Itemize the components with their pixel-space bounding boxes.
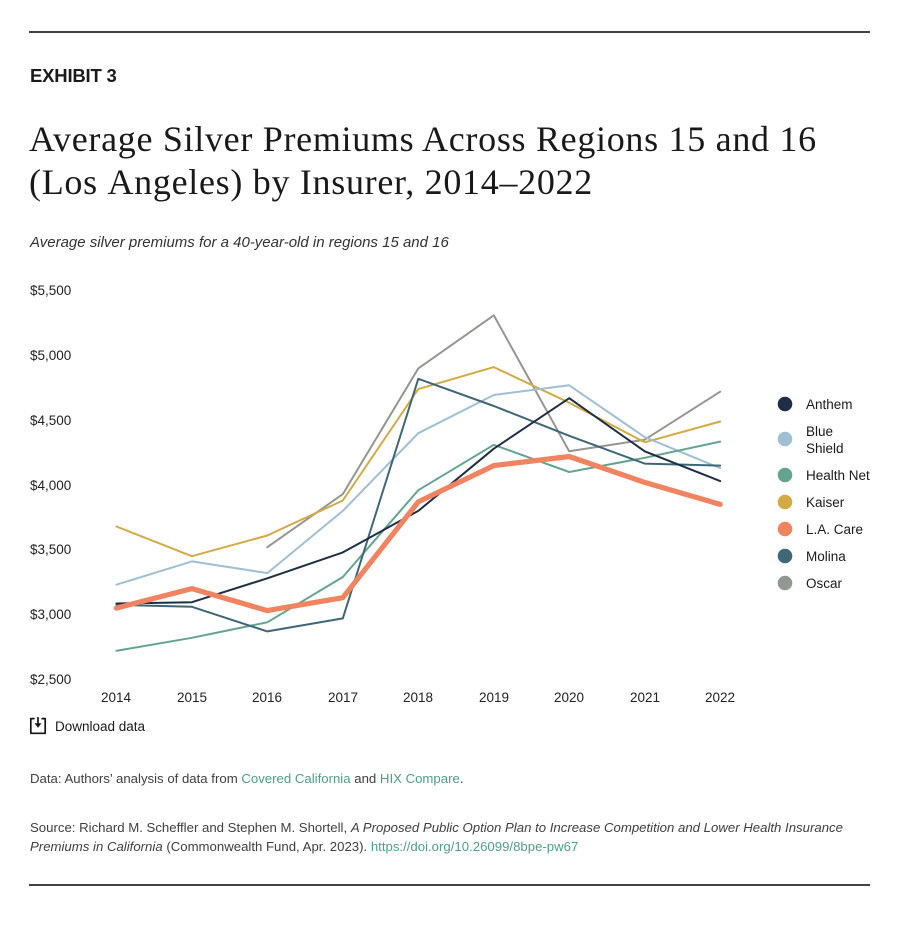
- svg-text:Blue: Blue: [806, 424, 833, 439]
- svg-text:Kaiser: Kaiser: [806, 495, 845, 510]
- svg-text:2020: 2020: [554, 690, 584, 705]
- svg-text:$4,000: $4,000: [30, 478, 71, 493]
- svg-text:2016: 2016: [252, 690, 282, 705]
- svg-text:$3,500: $3,500: [30, 542, 71, 557]
- svg-text:Health Net: Health Net: [806, 468, 870, 483]
- svg-text:2017: 2017: [328, 690, 358, 705]
- svg-text:$5,000: $5,000: [30, 348, 71, 363]
- svg-text:Shield: Shield: [806, 441, 844, 456]
- svg-text:$4,500: $4,500: [30, 413, 71, 428]
- svg-text:$3,000: $3,000: [30, 607, 71, 622]
- svg-text:$5,500: $5,500: [30, 283, 71, 298]
- svg-text:$2,500: $2,500: [30, 672, 71, 687]
- svg-text:2015: 2015: [177, 690, 207, 705]
- svg-text:Oscar: Oscar: [806, 576, 843, 591]
- svg-text:L.A. Care: L.A. Care: [806, 522, 863, 537]
- svg-text:Molina: Molina: [806, 549, 846, 564]
- svg-text:2018: 2018: [403, 690, 433, 705]
- svg-text:Anthem: Anthem: [806, 397, 853, 412]
- svg-text:2019: 2019: [479, 690, 509, 705]
- svg-text:2014: 2014: [101, 690, 132, 705]
- svg-text:2021: 2021: [630, 690, 660, 705]
- svg-text:2022: 2022: [705, 690, 735, 705]
